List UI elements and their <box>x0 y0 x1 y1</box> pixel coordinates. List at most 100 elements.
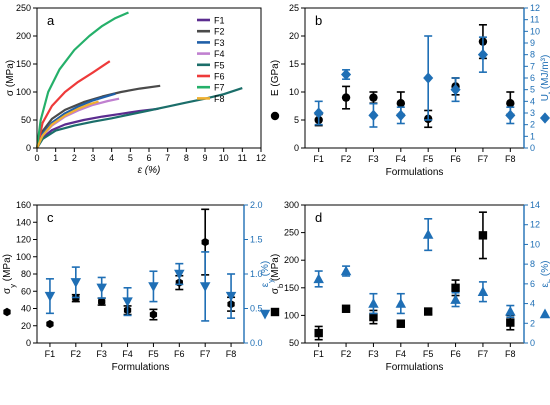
data-point <box>96 283 107 294</box>
y2-axis-label: εy (%) <box>260 261 275 288</box>
y2-tick-label: 5 <box>530 85 535 95</box>
chart-panel-d: d F1 F2 F3 F4 F5 F6 F7 F8 50 100 150 200 250 300 0 2 4 6 8 1… <box>270 200 550 373</box>
data-point <box>395 109 406 122</box>
data-point <box>341 93 351 102</box>
y-tick-label: 300 <box>284 200 299 210</box>
x-tick-label: 7 <box>165 153 170 163</box>
chart-panel-c: c F1 F2 F3 F4 F5 F6 F7 F8 0 20 40 60 80 100 120 140 160 0.… <box>2 200 275 373</box>
series-line-f7 <box>35 11 129 149</box>
y2-tick-label: 11 <box>530 15 539 25</box>
x-tick-label: 12 <box>256 153 266 163</box>
x-tick-label: F6 <box>174 349 185 359</box>
series-line-f1 <box>36 107 159 149</box>
data-point <box>506 99 515 108</box>
x-tick-label: F1 <box>313 154 324 164</box>
data-point <box>505 109 516 122</box>
y2-tick-label: 6 <box>530 73 535 83</box>
y2-tick-label: 1 <box>530 131 535 141</box>
legend-label: F6 <box>214 72 225 82</box>
data-point <box>422 229 434 239</box>
y-tick-label: 200 <box>284 255 299 265</box>
y-tick-label: 150 <box>16 59 31 69</box>
x-tick-label: F8 <box>505 349 516 359</box>
x-tick-label: 2 <box>72 153 77 163</box>
y-tick-label: 100 <box>16 252 31 262</box>
series---y <box>44 251 237 322</box>
data-point <box>148 282 159 292</box>
y2-tick-label: 4 <box>530 96 535 106</box>
y2-axis-label: εb (%) <box>540 261 550 288</box>
data-point <box>314 328 323 338</box>
x-tick-label: F5 <box>423 154 434 164</box>
y2-tick-label: 14 <box>530 200 540 210</box>
y2-axis-legend-marker <box>539 112 550 124</box>
data-point <box>396 319 406 328</box>
y2-tick-label: 0 <box>530 338 535 348</box>
x-tick-label: 1 <box>53 153 58 163</box>
data-point <box>341 68 352 81</box>
y-axis-label: σ (MPa) <box>5 60 16 96</box>
data-point <box>149 310 158 319</box>
x-tick-label: F4 <box>396 154 407 164</box>
data-point <box>368 109 379 122</box>
panel-label: b <box>315 13 322 28</box>
y2-tick-label: 2.0 <box>250 200 263 210</box>
series-line-f2 <box>35 84 161 149</box>
x-tick-label: 3 <box>90 153 95 163</box>
y2-tick-label: 9 <box>530 38 535 48</box>
y-tick-label: 60 <box>21 286 31 296</box>
data-point <box>395 298 407 308</box>
y-tick-label: 40 <box>21 304 31 314</box>
x-tick-label: F6 <box>450 349 461 359</box>
x-tick-label: F7 <box>478 349 489 359</box>
y2-tick-label: 3 <box>530 108 535 118</box>
y2-tick-label: 2 <box>530 120 535 130</box>
panel-label: a <box>47 13 55 28</box>
x-tick-label: F8 <box>505 154 516 164</box>
y-tick-label: 200 <box>16 31 31 41</box>
y2-tick-label: 7 <box>530 61 535 71</box>
data-point <box>423 307 433 316</box>
y-tick-label: 250 <box>16 3 31 13</box>
y2-tick-label: 2 <box>530 318 535 328</box>
plot-frame <box>36 204 245 344</box>
y2-tick-label: 4 <box>530 299 535 309</box>
data-point <box>98 297 106 306</box>
chart-panel-b: bF1 F2 F3 F4 F5 F6 F7 F805101520250123456789101… <box>270 3 550 178</box>
x-axis-label: ε (%) <box>138 165 161 176</box>
data-point <box>423 72 434 84</box>
data-point <box>368 298 379 308</box>
x-tick-label: F5 <box>423 349 434 359</box>
data-point <box>477 48 488 61</box>
data-point <box>174 269 185 280</box>
y-tick-label: 0 <box>26 338 31 348</box>
series---y <box>46 208 236 329</box>
y2-axis-label: Ut (MJ/m³) <box>540 55 550 102</box>
y2-tick-label: 0 <box>530 143 535 153</box>
x-tick-label: 8 <box>184 153 189 163</box>
data-point <box>46 319 54 329</box>
y-axis-label: σb (MPa) <box>270 254 285 294</box>
y-tick-label: 140 <box>16 217 31 227</box>
panel-label: d <box>315 210 322 225</box>
y2-tick-label: 0.0 <box>250 338 263 348</box>
x-tick-label: F2 <box>71 349 82 359</box>
data-point <box>505 305 516 316</box>
x-tick-label: F1 <box>313 349 324 359</box>
x-tick-label: F3 <box>368 154 379 164</box>
y-tick-label: 10 <box>289 87 299 97</box>
x-tick-label: 10 <box>219 153 229 163</box>
y-tick-label: 160 <box>16 200 31 210</box>
y-tick-label: 0 <box>26 143 31 153</box>
data-point <box>369 93 378 102</box>
data-point <box>225 291 237 302</box>
x-tick-label: 6 <box>146 153 151 163</box>
data-point <box>477 286 489 296</box>
x-tick-label: F3 <box>96 349 107 359</box>
x-tick-label: F7 <box>478 154 489 164</box>
data-point <box>451 283 460 292</box>
legend-label: F1 <box>214 16 225 26</box>
